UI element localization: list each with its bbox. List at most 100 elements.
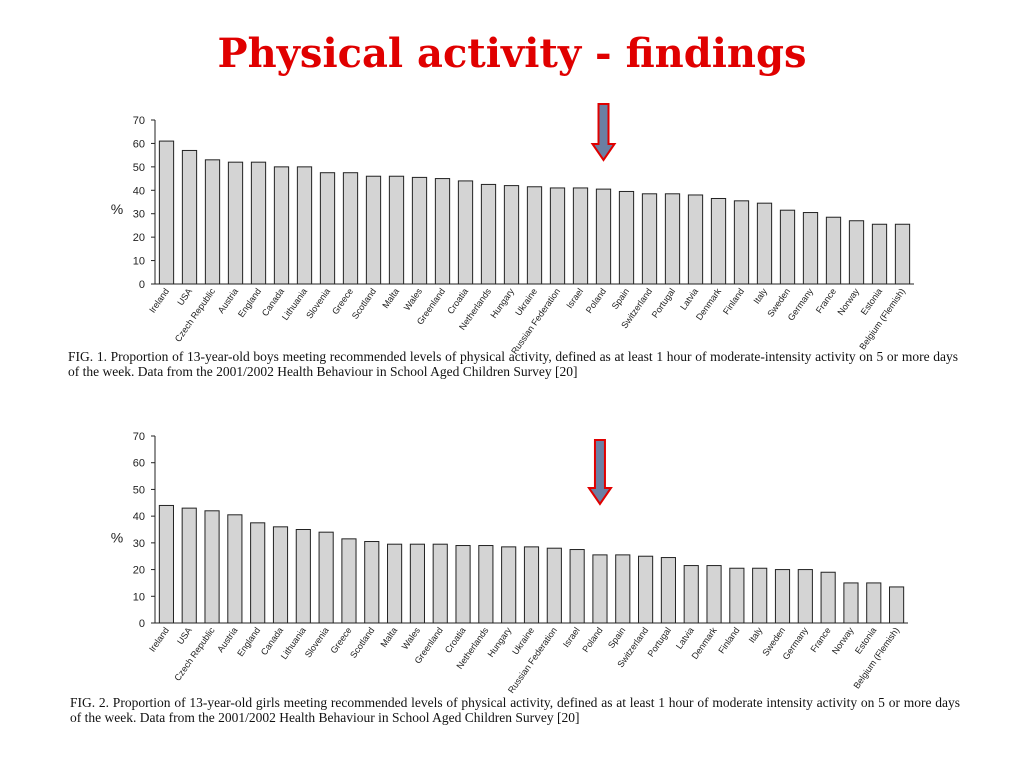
bar-canada — [272, 526, 289, 624]
bar-england — [250, 522, 266, 624]
x-tick-label: Ireland — [147, 286, 171, 314]
x-tick-label: Portugal — [650, 286, 677, 319]
bar-austria — [227, 161, 244, 285]
slide-title: Physical activity - findings — [217, 30, 807, 77]
bar-estonia — [866, 582, 882, 624]
y-tick-label: 20 — [133, 232, 145, 244]
x-tick-label: Wales — [402, 286, 425, 312]
y-axis-label: % — [111, 530, 123, 546]
x-tick-label: England — [235, 625, 262, 658]
x-tick-label: Malta — [378, 625, 399, 649]
y-tick-label: 60 — [133, 458, 145, 470]
x-tick-label: Portugal — [646, 625, 673, 658]
x-tick-label: Israel — [564, 286, 585, 310]
bar-lithuania — [295, 529, 311, 624]
bar-ireland — [158, 140, 175, 285]
bar-france — [825, 216, 842, 285]
y-tick-label: 10 — [133, 591, 145, 603]
figure-2-caption: FIG. 2. Proportion of 13-year-old girls … — [70, 695, 960, 725]
bar-slovenia — [318, 531, 334, 624]
bar-scotland — [364, 541, 380, 624]
x-tick-label: England — [236, 286, 263, 319]
y-tick-label: 40 — [133, 185, 145, 197]
bar-hungary — [503, 185, 520, 285]
bar-italy — [752, 567, 768, 624]
x-tick-label: Italy — [751, 286, 769, 306]
bar-spain — [615, 554, 631, 624]
bar-sweden — [779, 209, 796, 285]
y-tick-label: 50 — [133, 484, 145, 496]
bar-greenland — [434, 178, 451, 285]
x-tick-label: Finland — [721, 286, 746, 316]
x-tick-label: Italy — [747, 625, 765, 645]
bar-germany — [802, 212, 819, 285]
bar-usa — [181, 149, 198, 285]
x-tick-label: Norway — [835, 286, 861, 317]
bar-poland — [592, 554, 608, 624]
bar-croatia — [455, 545, 471, 624]
y-tick-label: 10 — [133, 256, 145, 268]
x-tick-label: Austria — [216, 286, 240, 315]
y-tick-label: 60 — [133, 138, 145, 150]
highlight-arrow-icon — [587, 439, 613, 506]
bar-switzerland — [641, 193, 658, 285]
bar-sweden — [774, 569, 791, 624]
bar-wales — [409, 543, 425, 624]
bar-israel — [572, 187, 589, 285]
bar-norway — [843, 582, 859, 624]
bar-portugal — [664, 193, 681, 285]
y-tick-label: 0 — [139, 618, 145, 630]
bar-russian-federation — [546, 547, 562, 624]
y-tick-label: 70 — [133, 431, 145, 443]
x-tick-label: Spain — [606, 625, 627, 650]
bar-greenland — [432, 543, 448, 624]
bar-germany — [797, 569, 813, 624]
x-tick-label: Wales — [400, 625, 423, 651]
x-tick-label: Slovenia — [304, 286, 332, 320]
bar-scotland — [365, 175, 382, 285]
y-tick-label: 40 — [133, 511, 145, 523]
bar-netherlands — [480, 183, 497, 285]
bar-latvia — [687, 194, 704, 285]
bar-switzerland — [638, 555, 654, 624]
highlight-arrow-icon — [590, 103, 617, 162]
y-tick-label: 50 — [133, 162, 145, 174]
y-tick-label: 70 — [133, 115, 145, 127]
bar-norway — [848, 220, 865, 285]
y-tick-label: 30 — [133, 209, 145, 221]
bar-czech-republic — [204, 510, 220, 624]
x-tick-label: Israel — [561, 625, 582, 649]
x-tick-label: Poland — [580, 625, 604, 654]
x-tick-label: USA — [175, 625, 194, 646]
bar-belgium-flemish — [889, 586, 905, 624]
bar-russian-federation — [549, 187, 566, 285]
x-tick-label: Latvia — [674, 625, 696, 650]
bar-ukraine — [523, 546, 540, 624]
bar-czech-republic — [204, 159, 221, 285]
y-axis-label: % — [111, 201, 123, 217]
x-tick-label: USA — [175, 286, 194, 307]
bar-denmark — [706, 565, 722, 624]
x-tick-label: Finland — [716, 625, 741, 655]
y-tick-label: 0 — [139, 279, 145, 291]
figure-1-caption: FIG. 1. Proportion of 13-year-old boys m… — [68, 349, 958, 379]
bar-greece — [342, 172, 359, 285]
bar-england — [250, 161, 267, 285]
x-tick-label: Latvia — [678, 286, 700, 311]
bar-lithuania — [296, 166, 313, 285]
bar-france — [820, 571, 836, 624]
bar-denmark — [710, 197, 727, 285]
bar-portugal — [660, 557, 676, 624]
bar-italy — [756, 202, 773, 285]
bar-belgium-flemish — [894, 223, 911, 285]
x-tick-label: Hungary — [488, 286, 516, 320]
x-tick-label: Belgium (Flemish) — [851, 625, 901, 690]
bar-wales — [411, 176, 428, 285]
x-tick-label: Poland — [584, 286, 608, 315]
x-tick-label: France — [814, 286, 838, 315]
bar-malta — [388, 175, 405, 285]
bar-ireland — [158, 504, 174, 624]
bar-netherlands — [478, 545, 494, 624]
